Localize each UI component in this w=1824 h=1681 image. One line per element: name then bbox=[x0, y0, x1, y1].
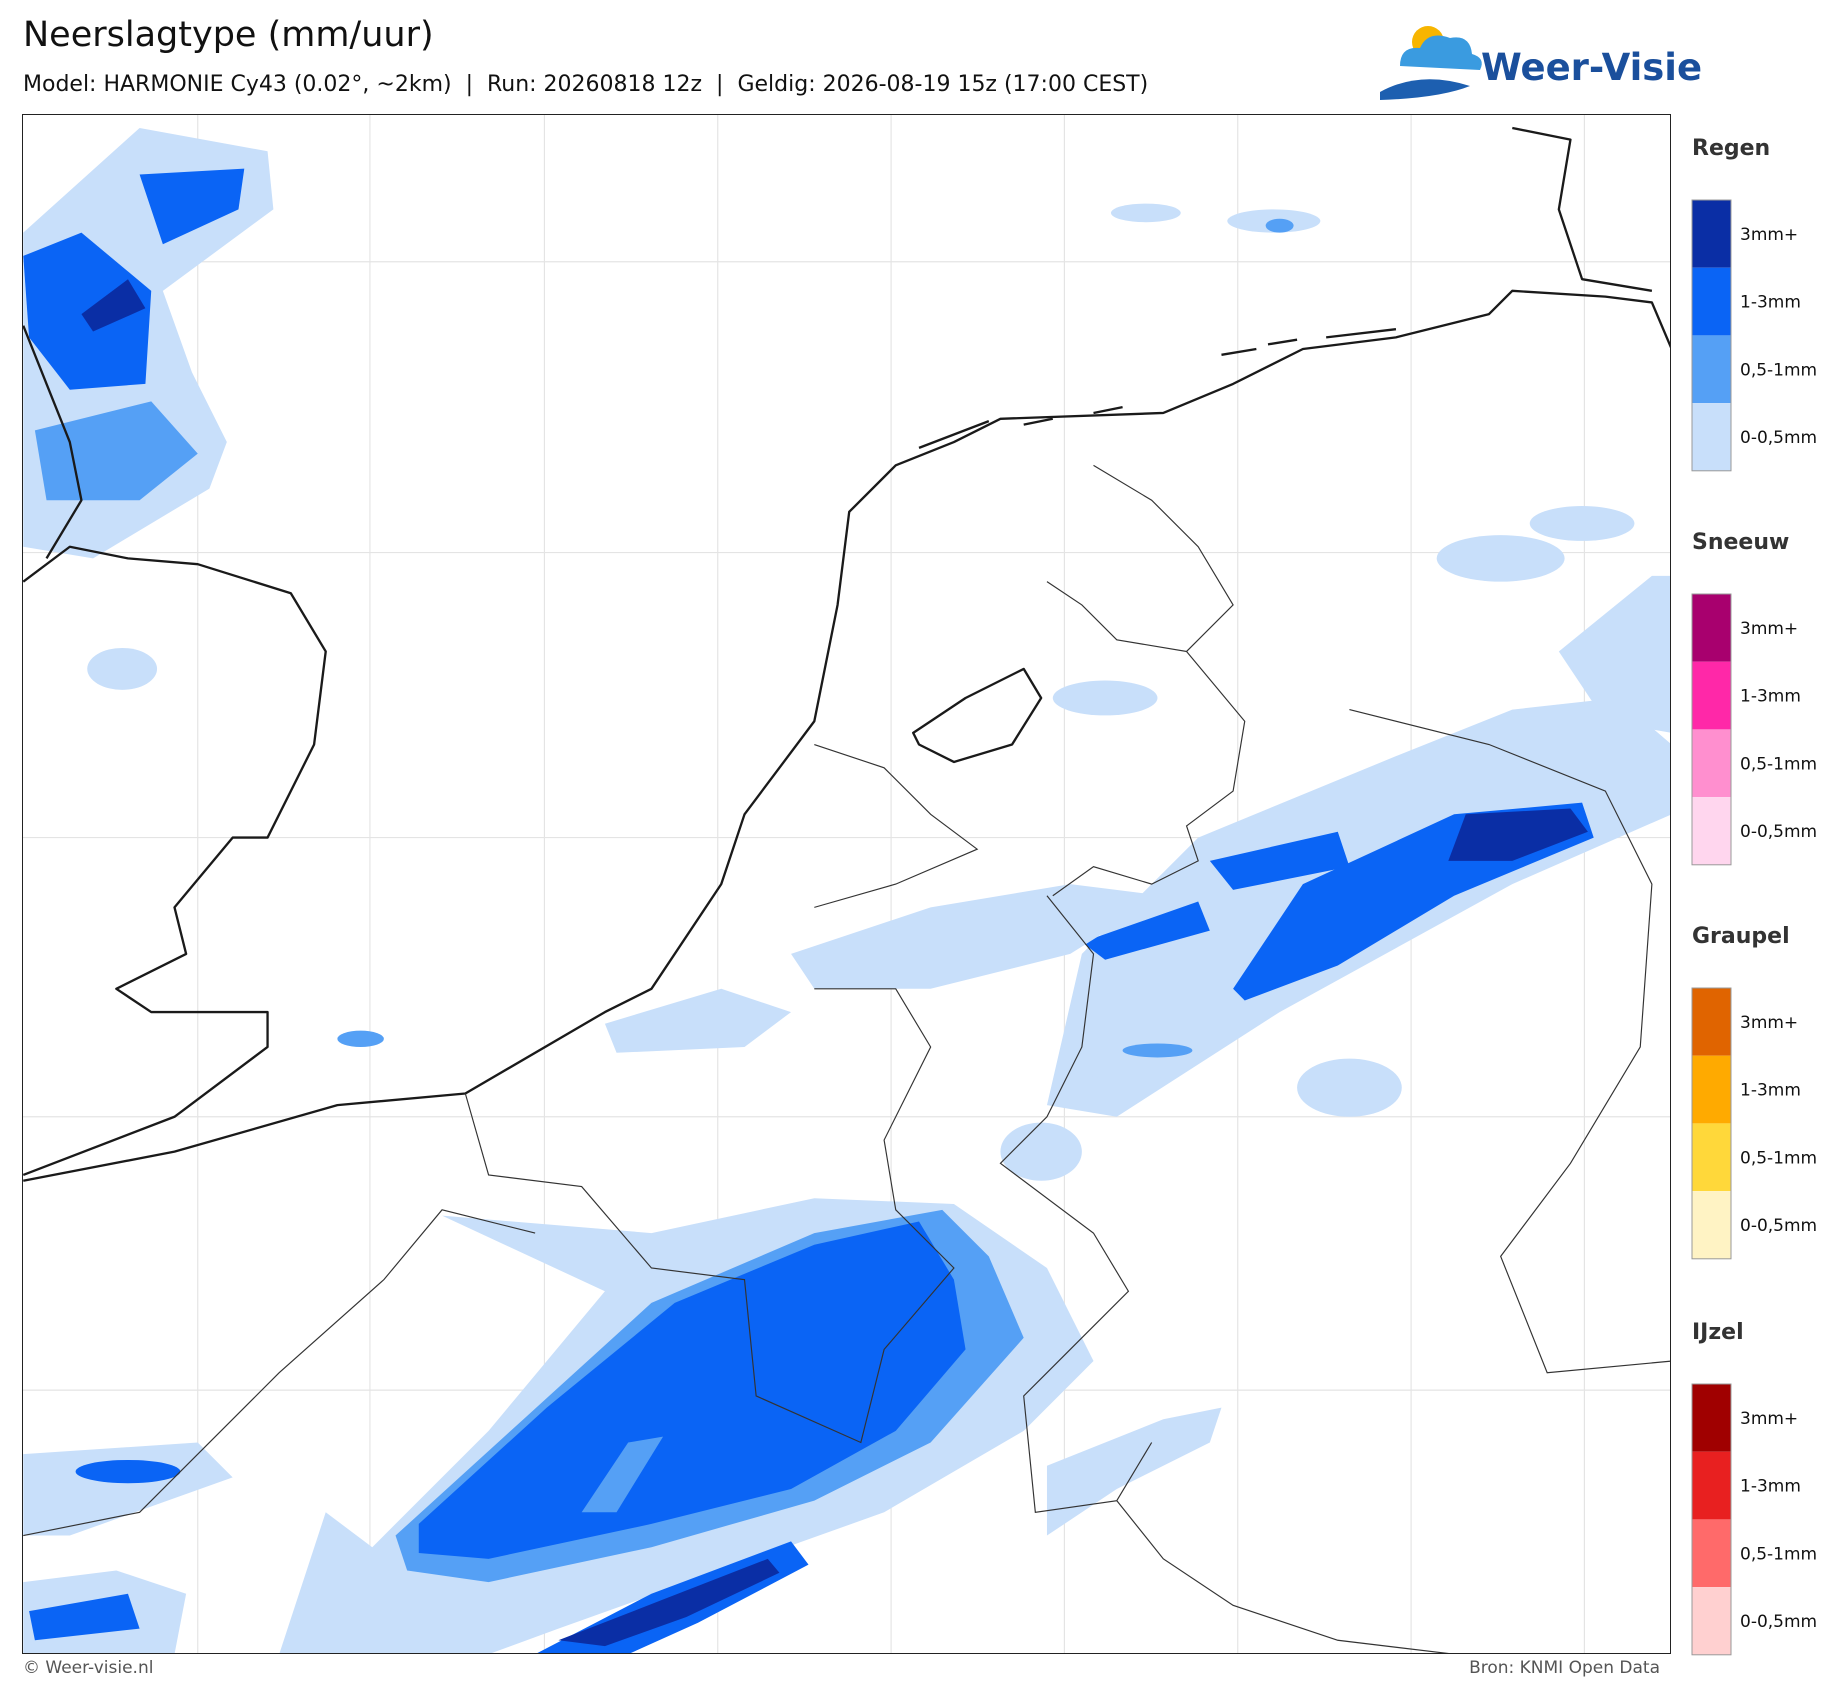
legend-label: 0-0,5mm bbox=[1740, 1216, 1817, 1236]
legend-title: Graupel bbox=[1692, 924, 1790, 949]
legend-label: 3mm+ bbox=[1740, 1409, 1798, 1429]
logo: Weer-Visie bbox=[1380, 26, 1702, 100]
legend-swatch bbox=[1692, 200, 1731, 268]
legend-frame bbox=[1691, 1383, 1732, 1656]
legend-label: 0,5-1mm bbox=[1740, 754, 1817, 774]
legend-swatch bbox=[1692, 1191, 1731, 1259]
footer-left: © Weer-visie.nl bbox=[23, 1658, 153, 1678]
legend-label: 0-0,5mm bbox=[1740, 428, 1817, 448]
legend-title: Sneeuw bbox=[1692, 530, 1789, 555]
legend-label: 0-0,5mm bbox=[1740, 1612, 1817, 1632]
legend-swatch bbox=[1692, 403, 1731, 471]
legend-swatch bbox=[1692, 661, 1731, 730]
legend-label: 1-3mm bbox=[1740, 687, 1801, 707]
legend-label: 0,5-1mm bbox=[1740, 1148, 1817, 1168]
legend-frame bbox=[1691, 593, 1732, 866]
legend-title: Regen bbox=[1692, 136, 1770, 161]
legend-label: 0,5-1mm bbox=[1740, 360, 1817, 380]
legend-swatch bbox=[1692, 988, 1731, 1056]
subtitle: Model: HARMONIE Cy43 (0.02°, ~2km) | Run… bbox=[23, 72, 1148, 97]
legend-swatch bbox=[1692, 729, 1731, 798]
legend-label: 1-3mm bbox=[1740, 1477, 1801, 1497]
legend-swatch bbox=[1692, 1384, 1731, 1452]
legend-swatch bbox=[1692, 267, 1731, 336]
legend-label: 0-0,5mm bbox=[1740, 822, 1817, 842]
legend-swatch bbox=[1692, 1123, 1731, 1192]
coastlines bbox=[22, 126, 1671, 1182]
legend-swatch bbox=[1692, 335, 1731, 404]
legend-label: 3mm+ bbox=[1740, 225, 1798, 245]
footer-right: Bron: KNMI Open Data bbox=[1469, 1658, 1660, 1678]
legend-swatch bbox=[1692, 1519, 1731, 1588]
legend-frame bbox=[1691, 987, 1732, 1260]
legend-label: 3mm+ bbox=[1740, 619, 1798, 639]
title: Neerslagtype (mm/uur) bbox=[23, 15, 434, 55]
legend-title: IJzel bbox=[1692, 1320, 1744, 1345]
legend-label: 1-3mm bbox=[1740, 293, 1801, 313]
map bbox=[22, 114, 1671, 1654]
logo-text: Weer-Visie bbox=[1481, 46, 1702, 89]
legend-label: 0,5-1mm bbox=[1740, 1544, 1817, 1564]
legend-swatch bbox=[1692, 1055, 1731, 1124]
legend-label: 1-3mm bbox=[1740, 1081, 1801, 1101]
borders bbox=[23, 464, 1671, 1654]
legend-swatch bbox=[1692, 1587, 1731, 1655]
legend-label: 3mm+ bbox=[1740, 1013, 1798, 1033]
legend-swatch bbox=[1692, 594, 1731, 662]
legend-frame bbox=[1691, 199, 1732, 472]
legend: Regen 3mm+ 1-3mm 0,5-1mm 0-0,5mm Sneeuw 3mm+ 1-… bbox=[1691, 136, 1817, 1656]
legend-swatch bbox=[1692, 1451, 1731, 1520]
precipitation bbox=[23, 127, 1671, 1654]
legend-swatch bbox=[1692, 797, 1731, 865]
